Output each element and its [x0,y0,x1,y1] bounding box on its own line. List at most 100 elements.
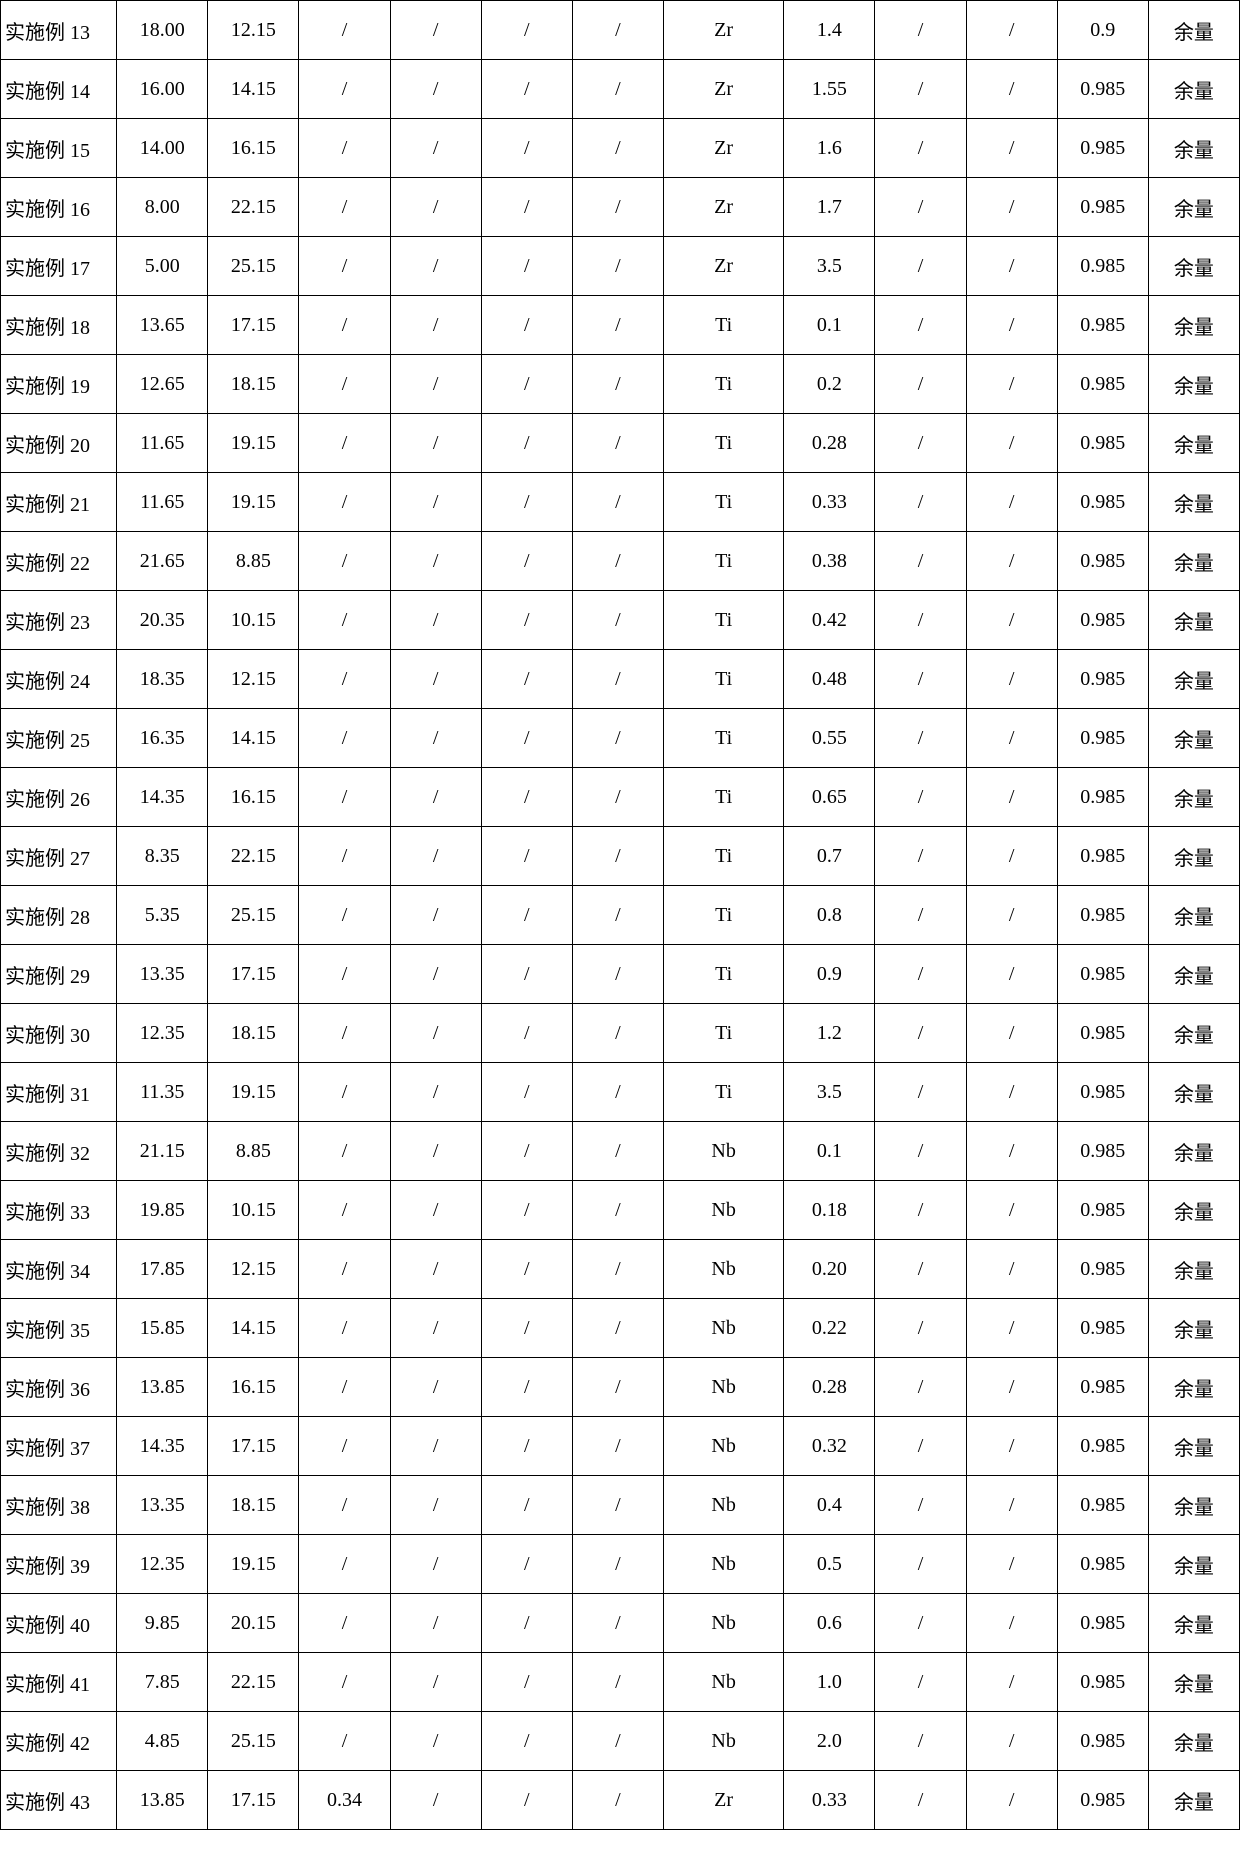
table-cell: / [875,119,966,178]
table-cell: / [875,1,966,60]
table-cell: 13.35 [117,1476,208,1535]
table-cell: / [481,886,572,945]
table-cell: 0.985 [1057,591,1148,650]
table-cell: / [966,1063,1057,1122]
table-cell: / [481,945,572,1004]
table-cell: 5.35 [117,886,208,945]
table-cell: / [390,1358,481,1417]
table-cell: 0.8 [784,886,875,945]
table-cell: / [572,1594,663,1653]
table-cell: / [481,60,572,119]
table-row: 实施例 3111.3519.15////Ti3.5//0.985余量 [1,1063,1240,1122]
table-cell: 余量 [1148,1240,1239,1299]
table-cell: Zr [663,237,783,296]
table-cell: / [481,296,572,355]
table-cell: / [481,1653,572,1712]
table-cell: / [390,591,481,650]
table-row: 实施例 2418.3512.15////Ti0.48//0.985余量 [1,650,1240,709]
table-cell: / [390,296,481,355]
table-cell: / [481,1358,572,1417]
table-cell: 余量 [1148,473,1239,532]
table-cell: / [481,650,572,709]
table-cell: 0.4 [784,1476,875,1535]
table-cell: 余量 [1148,1063,1239,1122]
table-cell: / [875,1712,966,1771]
table-cell: 12.35 [117,1535,208,1594]
table-cell: 0.28 [784,414,875,473]
table-cell: 0.2 [784,355,875,414]
table-cell: 实施例 34 [1,1240,117,1299]
table-cell: / [572,178,663,237]
table-cell: 13.35 [117,945,208,1004]
table-row: 实施例 175.0025.15////Zr3.5//0.985余量 [1,237,1240,296]
table-cell: / [966,1299,1057,1358]
table-cell: / [390,1181,481,1240]
table-cell: 余量 [1148,1771,1239,1830]
table-cell: 实施例 38 [1,1476,117,1535]
table-cell: / [390,473,481,532]
table-cell: / [966,945,1057,1004]
table-cell: / [966,60,1057,119]
table-cell: 16.15 [208,119,299,178]
table-cell: / [390,1417,481,1476]
table-cell: 0.985 [1057,1476,1148,1535]
table-cell: 0.7 [784,827,875,886]
table-cell: Nb [663,1653,783,1712]
table-cell: 0.18 [784,1181,875,1240]
table-cell: / [299,1063,390,1122]
table-cell: Zr [663,119,783,178]
table-cell: / [966,1535,1057,1594]
table-cell: / [390,768,481,827]
table-cell: / [299,1476,390,1535]
table-cell: / [572,1535,663,1594]
table-cell: 0.48 [784,650,875,709]
table-cell: 1.4 [784,1,875,60]
table-cell: / [875,591,966,650]
table-cell: 8.85 [208,532,299,591]
table-cell: 0.985 [1057,1004,1148,1063]
table-cell: 0.985 [1057,650,1148,709]
table-cell: 16.00 [117,60,208,119]
table-cell: 实施例 39 [1,1535,117,1594]
table-cell: / [966,119,1057,178]
table-cell: / [875,1122,966,1181]
table-cell: Ti [663,355,783,414]
table-cell: / [875,532,966,591]
table-cell: 11.35 [117,1063,208,1122]
table-cell: 余量 [1148,355,1239,414]
table-cell: / [481,768,572,827]
table-cell: 17.85 [117,1240,208,1299]
table-cell: 0.985 [1057,827,1148,886]
table-cell: / [299,1594,390,1653]
table-cell: 余量 [1148,1712,1239,1771]
table-cell: / [875,650,966,709]
table-cell: / [875,1535,966,1594]
table-row: 实施例 4313.8517.150.34///Zr0.33//0.985余量 [1,1771,1240,1830]
table-cell: 余量 [1148,532,1239,591]
table-cell: Ti [663,768,783,827]
table-cell: / [299,1122,390,1181]
table-cell: Ti [663,414,783,473]
table-cell: 0.34 [299,1771,390,1830]
table-cell: / [572,591,663,650]
table-cell: 10.15 [208,1181,299,1240]
table-cell: 19.15 [208,473,299,532]
table-cell: / [481,1417,572,1476]
table-cell: / [390,886,481,945]
table-cell: / [572,119,663,178]
table-cell: / [572,709,663,768]
table-cell: Ti [663,886,783,945]
table-cell: 2.0 [784,1712,875,1771]
table-cell: Ti [663,1063,783,1122]
table-cell: / [966,237,1057,296]
table-cell: / [481,827,572,886]
table-cell: / [966,1594,1057,1653]
table-cell: 14.15 [208,1299,299,1358]
table-cell: / [572,1653,663,1712]
table-cell: 0.9 [784,945,875,1004]
table-cell: / [481,1,572,60]
table-cell: / [390,532,481,591]
data-table: 实施例 1318.0012.15////Zr1.4//0.9余量实施例 1416… [0,0,1240,1830]
table-cell: / [299,1712,390,1771]
table-cell: 25.15 [208,886,299,945]
